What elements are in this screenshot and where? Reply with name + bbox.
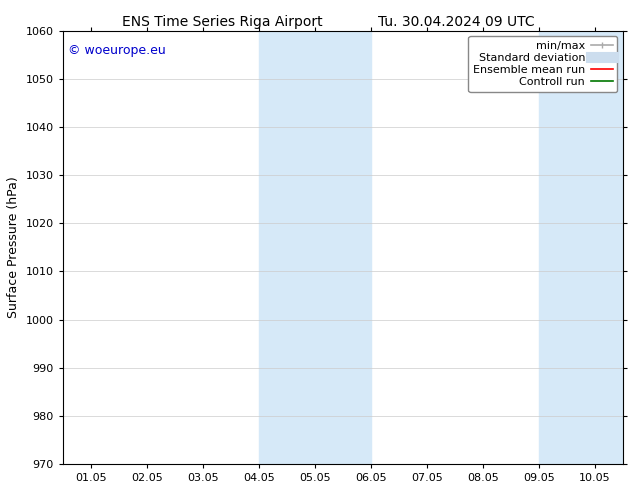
Bar [539,31,623,464]
Bar [259,31,371,464]
Y-axis label: Surface Pressure (hPa): Surface Pressure (hPa) [7,176,20,318]
Text: ENS Time Series Riga Airport: ENS Time Series Riga Airport [122,15,322,29]
Legend: min/max, Standard deviation, Ensemble mean run, Controll run: min/max, Standard deviation, Ensemble me… [469,36,618,92]
Text: Tu. 30.04.2024 09 UTC: Tu. 30.04.2024 09 UTC [378,15,535,29]
Text: © woeurope.eu: © woeurope.eu [68,44,166,57]
